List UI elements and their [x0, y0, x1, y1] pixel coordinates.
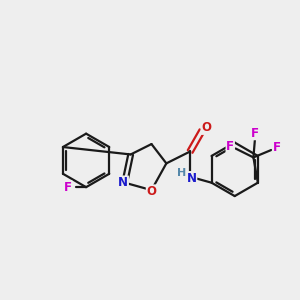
Text: O: O: [146, 185, 157, 198]
Text: F: F: [226, 140, 234, 153]
Text: F: F: [64, 181, 72, 194]
Text: N: N: [187, 172, 196, 185]
Text: H: H: [177, 168, 186, 178]
Text: O: O: [202, 121, 212, 134]
Text: N: N: [118, 176, 128, 189]
Text: F: F: [273, 140, 280, 154]
Text: F: F: [251, 127, 259, 140]
